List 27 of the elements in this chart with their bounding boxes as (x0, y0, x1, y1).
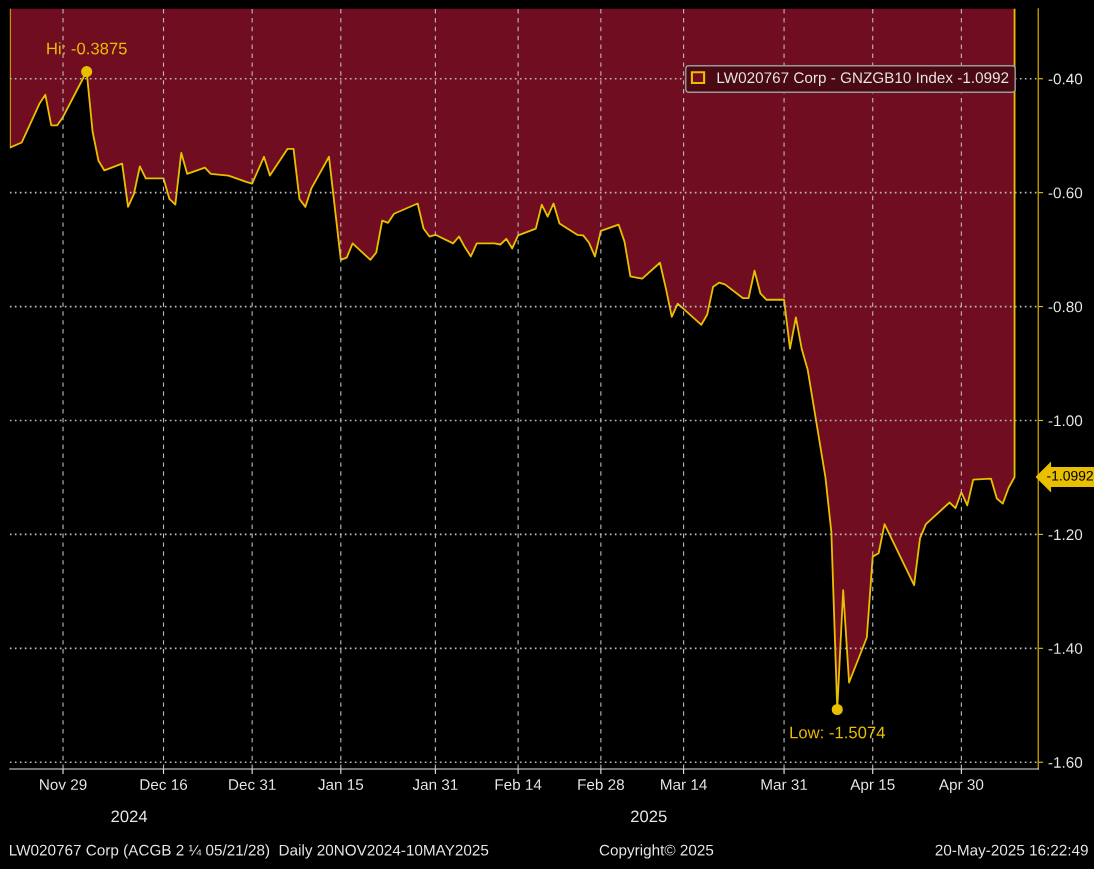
x-tick-label: Mar 31 (761, 779, 808, 791)
y-tick-label: -0.80 (1048, 301, 1083, 313)
x-tick-label: Mar 14 (661, 779, 707, 791)
y-tick-label: -1.60 (1048, 757, 1083, 768)
x-tick-label: Feb 14 (495, 778, 542, 791)
text: 2025 (631, 810, 667, 823)
text: 2024 (111, 810, 148, 823)
annotation: -1.0992 (1047, 470, 1093, 481)
x-tick-label: Feb 28 (578, 778, 624, 791)
annotation: Low: -1.5074 (790, 726, 885, 739)
y-tick-label: -1.20 (1048, 529, 1083, 541)
y-tick-label: -1.40 (1048, 643, 1083, 654)
x-tick-label: Jan 15 (318, 779, 364, 791)
text: LW020767 Corp (ACGB 2 ¼ 05/21/28) Daily 20NOV2024-10MAY2025 (10, 844, 489, 859)
x-tick-label: Dec 31 (229, 779, 276, 791)
x-tick-label: Apr 30 (938, 779, 984, 794)
legend-label: LW020767 Corp - GNZGB10 Index -1.0992 (717, 71, 1009, 87)
x-tick-label: Jan 31 (412, 779, 458, 791)
x-tick-label: Dec 16 (140, 779, 188, 791)
x-tick-label: Nov 29 (40, 779, 87, 791)
text: 20-May-2025 16:22:49 (935, 844, 1088, 859)
y-tick-label: -0.60 (1048, 187, 1083, 199)
x-tick-label: Apr 15 (850, 779, 895, 794)
y-tick-label: -0.40 (1048, 73, 1083, 85)
annotation: Hi: -0.3875 (47, 42, 127, 55)
y-tick-label: -1.00 (1048, 415, 1083, 427)
text: Copyright© 2025 (599, 844, 714, 859)
